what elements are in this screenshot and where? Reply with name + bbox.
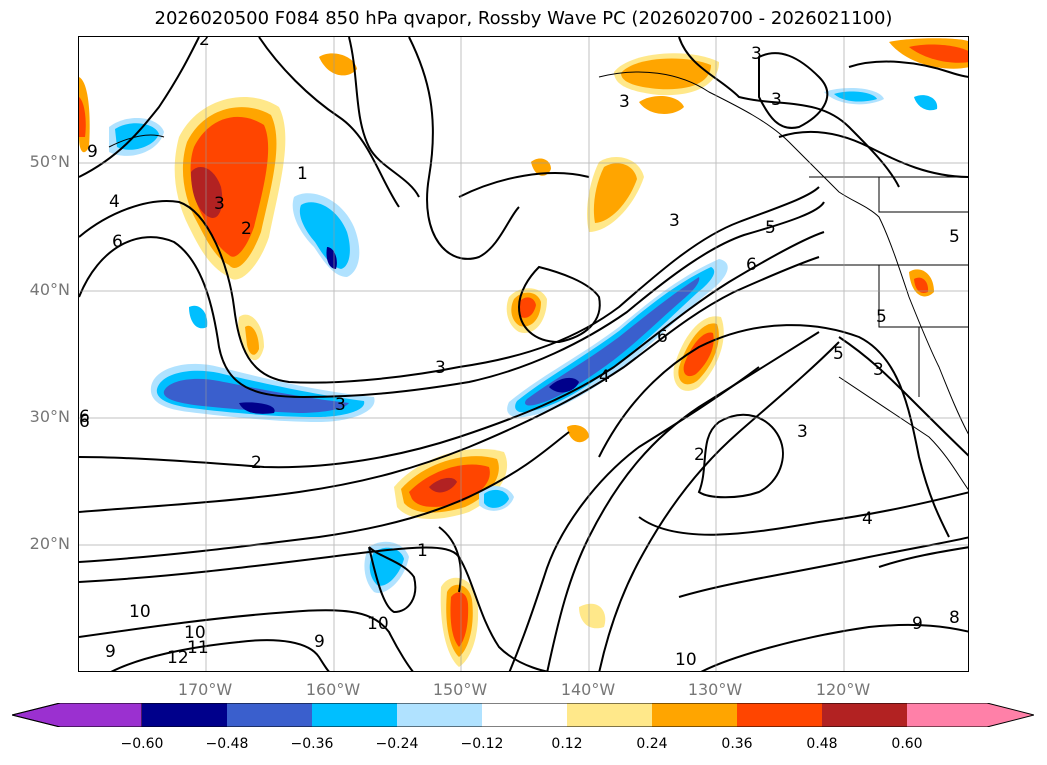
lon-label-160w: 160°W <box>305 680 361 699</box>
colorbar-bin <box>652 703 737 727</box>
colorbar-extend-low <box>12 703 143 727</box>
lon-label-170w: 170°W <box>177 680 233 699</box>
contour-label: 1 <box>417 541 428 561</box>
colorbar-tick: −0.36 <box>290 736 334 752</box>
contour-label: 10 <box>675 650 697 670</box>
contour-label: 3 <box>214 194 225 214</box>
contour-label: 8 <box>949 608 960 628</box>
contour-label-layer: 2 3 5 9 3 3 1 4 6 3 2 3 5 6 3 6 5 5 3 3 … <box>79 37 960 670</box>
colorbar-bin <box>227 703 312 727</box>
colorbar-bin <box>397 703 482 727</box>
contour-label: 2 <box>694 445 705 465</box>
contour-label: 3 <box>335 395 346 415</box>
contour-label: 3 <box>669 211 680 231</box>
contour-line-layer <box>79 37 968 671</box>
contour-label: 2 <box>199 37 210 50</box>
contour-label: 3 <box>619 92 630 112</box>
lon-label-140w: 140°W <box>560 680 616 699</box>
contour-label: 5 <box>833 344 844 364</box>
contour-label: 4 <box>109 192 120 212</box>
colorbar-tick: 0.12 <box>551 736 583 752</box>
contour-label: 10 <box>367 614 389 634</box>
contour-label: 6 <box>657 327 668 347</box>
contour-label: 3 <box>873 360 884 380</box>
colorbar-bin <box>482 703 567 727</box>
colorbar-bin <box>737 703 822 727</box>
contour-label: 12 <box>167 648 189 668</box>
colorbar-bin <box>142 703 227 727</box>
contour-label: 9 <box>314 632 325 652</box>
colorbar-bin <box>822 703 907 727</box>
contour-label: 9 <box>87 142 98 162</box>
contour-label: 4 <box>862 509 873 529</box>
contour-label: 10 <box>184 623 206 643</box>
lon-label-120w: 120°W <box>815 680 871 699</box>
colorbar-extend-high <box>907 703 1034 727</box>
contour-label: 9 <box>105 642 116 662</box>
colorbar-tick: 0.48 <box>806 736 838 752</box>
contour-label: 9 <box>912 614 923 634</box>
colorbar-tick: −0.60 <box>120 736 164 752</box>
contour-label: 6 <box>112 232 123 252</box>
contour-label: 1 <box>297 164 308 184</box>
colorbar-tick: −0.12 <box>460 736 504 752</box>
lon-label-130w: 130°W <box>687 680 743 699</box>
lat-label-40n: 40°N <box>29 280 70 299</box>
lon-label-150w: 150°W <box>432 680 488 699</box>
map-panel: 2 3 5 9 3 3 1 4 6 3 2 3 5 6 3 6 5 5 3 3 … <box>78 36 969 672</box>
contour-label: 6 <box>79 412 90 432</box>
contour-label: 4 <box>599 367 610 387</box>
coastline-layer <box>108 71 968 491</box>
contour-label: 10 <box>129 602 151 622</box>
contour-label: 11 <box>187 638 209 658</box>
colorbar-tick: 0.36 <box>721 736 753 752</box>
contour-label: 5 <box>765 218 776 238</box>
colorbar-tick: −0.48 <box>205 736 249 752</box>
lat-label-30n: 30°N <box>29 407 70 426</box>
contour-label: 5 <box>876 307 887 327</box>
contour-label: 3 <box>435 358 446 378</box>
colorbar-tick: 0.24 <box>636 736 668 752</box>
contour-label: 3 <box>797 422 808 442</box>
contour-label: 6 <box>79 407 90 427</box>
colorbar-tick: −0.24 <box>375 736 419 752</box>
colorbar-tick: 0.60 <box>891 736 923 752</box>
contour-label: 3 <box>771 90 782 110</box>
contour-label: 2 <box>251 453 262 473</box>
colorbar-bin <box>312 703 397 727</box>
colorbar-bin <box>567 703 652 727</box>
contour-label: 2 <box>241 219 252 239</box>
lat-label-20n: 20°N <box>29 534 70 553</box>
contour-label: 3 <box>751 44 762 64</box>
contour-label: 5 <box>949 227 960 247</box>
contour-label: 6 <box>746 255 757 275</box>
anomaly-fill-layer <box>79 38 968 667</box>
map-canvas: 2 3 5 9 3 3 1 4 6 3 2 3 5 6 3 6 5 5 3 3 … <box>79 37 968 671</box>
colorbar <box>12 703 1034 727</box>
map-title: 2026020500 F084 850 hPa qvapor, Rossby W… <box>154 8 893 29</box>
graticule-layer <box>79 37 968 671</box>
lat-label-50n: 50°N <box>29 152 70 171</box>
